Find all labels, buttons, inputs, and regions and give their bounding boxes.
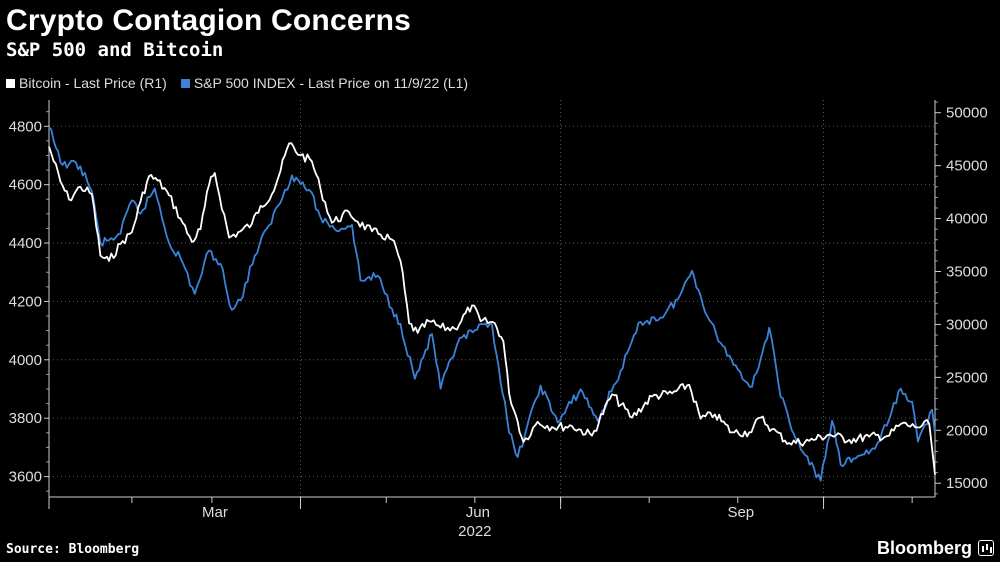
right-tick-label: 40000 bbox=[946, 211, 988, 228]
left-tick-label: 4000 bbox=[9, 352, 42, 369]
right-tick-label: 35000 bbox=[946, 264, 988, 281]
legend-label-bitcoin: Bitcoin - Last Price (R1) bbox=[19, 75, 167, 91]
left-axis: 3600 3800 4000 4200 4400 4600 4800 bbox=[9, 100, 50, 497]
legend-item-bitcoin: Bitcoin - Last Price (R1) bbox=[6, 75, 167, 91]
x-axis: Mar Jun Sep 2022 bbox=[48, 496, 935, 540]
x-tick-label: Sep bbox=[727, 504, 754, 521]
legend-swatch-bitcoin bbox=[6, 78, 15, 88]
brand-logo: Bloomberg bbox=[876, 538, 972, 558]
legend-label-sp500: S&P 500 INDEX - Last Price on 11/9/22 (L… bbox=[193, 75, 469, 91]
right-tick-label: 25000 bbox=[946, 369, 988, 386]
left-tick-label: 3800 bbox=[9, 410, 42, 427]
right-tick-label: 20000 bbox=[946, 422, 988, 439]
left-tick-label: 4400 bbox=[9, 235, 42, 252]
left-tick-label: 4800 bbox=[9, 118, 42, 135]
chart-icon bbox=[978, 540, 994, 556]
right-tick-label: 50000 bbox=[946, 105, 988, 122]
left-tick-label: 4600 bbox=[9, 177, 42, 194]
x-year-label: 2022 bbox=[458, 523, 491, 540]
chart-subtitle: S&P 500 and Bitcoin bbox=[6, 39, 224, 61]
left-tick-label: 3600 bbox=[9, 469, 42, 486]
grid-lines bbox=[48, 100, 935, 497]
legend-item-sp500: S&P 500 INDEX - Last Price on 11/9/22 (L… bbox=[180, 75, 469, 91]
chart-title: Crypto Contagion Concerns bbox=[6, 4, 412, 37]
right-tick-label: 30000 bbox=[946, 316, 988, 333]
series-layer bbox=[48, 126, 936, 482]
legend: Bitcoin - Last Price (R1) S&P 500 INDEX … bbox=[6, 75, 468, 91]
x-tick-label: Jun bbox=[466, 504, 490, 521]
left-tick-label: 4200 bbox=[9, 293, 42, 310]
right-tick-label: 15000 bbox=[946, 475, 988, 492]
legend-swatch-sp500 bbox=[180, 78, 190, 88]
source-note: Source: Bloomberg bbox=[6, 542, 140, 557]
series-line-bitcoin bbox=[48, 142, 936, 475]
right-axis: 15000 20000 25000 30000 35000 40000 45000 50000 bbox=[934, 100, 988, 497]
series-line-sp500 bbox=[48, 126, 936, 482]
right-tick-label: 45000 bbox=[946, 158, 988, 175]
x-tick-label: Mar bbox=[202, 504, 228, 521]
